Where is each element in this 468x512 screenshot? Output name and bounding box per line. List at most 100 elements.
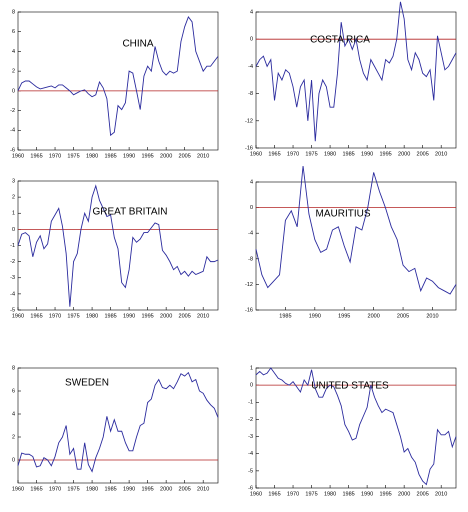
y-tick-label: 4 bbox=[12, 49, 15, 55]
y-tick-label: -1 bbox=[248, 400, 253, 406]
x-tick-label: 1995 bbox=[338, 313, 350, 319]
x-tick-label: 1965 bbox=[268, 491, 280, 497]
y-tick-label: 2 bbox=[12, 434, 15, 440]
y-tick-label: -2 bbox=[10, 259, 15, 265]
y-tick-label: -4 bbox=[248, 231, 253, 237]
x-tick-label: 2010 bbox=[426, 313, 438, 319]
y-tick-label: 3 bbox=[12, 178, 15, 184]
x-tick-label: 2010 bbox=[435, 491, 447, 497]
chart-title: MAURITIUS bbox=[316, 209, 371, 220]
x-tick-label: 1970 bbox=[49, 153, 61, 159]
x-tick-label: 1975 bbox=[305, 491, 317, 497]
data-line bbox=[255, 165, 457, 295]
y-tick-label: -8 bbox=[248, 91, 253, 97]
x-tick-label: 2005 bbox=[397, 313, 409, 319]
x-tick-label: 1985 bbox=[104, 486, 116, 492]
x-tick-label: 1990 bbox=[309, 313, 321, 319]
x-tick-label: 1980 bbox=[86, 486, 98, 492]
x-tick-label: 1990 bbox=[123, 153, 135, 159]
x-tick-label: 2000 bbox=[398, 151, 410, 157]
x-tick-label: 1980 bbox=[324, 151, 336, 157]
y-tick-label: 8 bbox=[12, 9, 15, 15]
x-tick-label: 1985 bbox=[104, 313, 116, 319]
y-tick-label: -16 bbox=[245, 307, 253, 313]
x-tick-label: 2010 bbox=[435, 151, 447, 157]
y-tick-label: 0 bbox=[12, 88, 15, 94]
x-tick-label: 1965 bbox=[268, 151, 280, 157]
chart-title: UNITED STATES bbox=[311, 381, 389, 392]
y-tick-label: -4 bbox=[10, 291, 15, 297]
x-tick-label: 1980 bbox=[86, 153, 98, 159]
x-tick-label: 1990 bbox=[361, 491, 373, 497]
y-tick-label: -2 bbox=[10, 108, 15, 114]
x-tick-label: 1960 bbox=[12, 486, 24, 492]
y-tick-label: 8 bbox=[12, 365, 15, 371]
x-tick-label: 1990 bbox=[123, 313, 135, 319]
x-tick-label: 1990 bbox=[361, 151, 373, 157]
y-tick-label: 2 bbox=[12, 69, 15, 75]
x-tick-label: 1975 bbox=[67, 153, 79, 159]
panel: 0 2 4 6 8 1960 1965 1970 1975 1980 1985 1990 1995 200… bbox=[12, 365, 219, 492]
y-tick-label: -1 bbox=[10, 243, 15, 249]
chart-title: SWEDEN bbox=[65, 378, 109, 389]
y-tick-label: 4 bbox=[250, 9, 253, 15]
x-tick-label: 1960 bbox=[12, 313, 24, 319]
x-tick-label: 1975 bbox=[305, 151, 317, 157]
plot-frame bbox=[17, 11, 219, 151]
plot-frame bbox=[255, 367, 457, 489]
data-line bbox=[255, 367, 457, 486]
y-tick-label: 0 bbox=[12, 227, 15, 233]
x-tick-label: 2000 bbox=[160, 486, 172, 492]
data-line bbox=[17, 16, 219, 137]
chart-title: GREAT BRITAIN bbox=[92, 207, 167, 218]
x-tick-label: 1975 bbox=[67, 313, 79, 319]
x-tick-label: 1970 bbox=[287, 151, 299, 157]
y-tick-label: -12 bbox=[245, 118, 253, 124]
x-tick-label: 2000 bbox=[368, 313, 380, 319]
chart-title: CHINA bbox=[122, 39, 153, 50]
x-tick-label: 1975 bbox=[67, 486, 79, 492]
panel: -5 -4 -3 -2 -1 0 1 2 3 1960 1965 1970 1975 1980 1985 19… bbox=[10, 178, 219, 319]
x-tick-label: 1985 bbox=[342, 491, 354, 497]
x-tick-label: 2005 bbox=[179, 486, 191, 492]
y-tick-label: -12 bbox=[245, 282, 253, 288]
panel: -16 -12 -8 -4 0 4 1985 1990 1995 2000 2005 2010 MAUR… bbox=[245, 165, 457, 319]
x-tick-label: 2005 bbox=[179, 313, 191, 319]
y-tick-label: 6 bbox=[12, 29, 15, 35]
data-line bbox=[17, 184, 219, 307]
plot-frame bbox=[17, 180, 219, 311]
y-tick-label: 4 bbox=[12, 411, 15, 417]
x-tick-label: 1970 bbox=[287, 491, 299, 497]
y-tick-label: -2 bbox=[248, 417, 253, 423]
y-tick-label: -4 bbox=[10, 128, 15, 134]
y-tick-label: 0 bbox=[250, 383, 253, 389]
y-tick-label: -3 bbox=[10, 275, 15, 281]
x-tick-label: 1985 bbox=[279, 313, 291, 319]
x-tick-label: 1985 bbox=[342, 151, 354, 157]
x-tick-label: 1960 bbox=[250, 491, 262, 497]
panel: -6 -5 -4 -3 -2 -1 0 1 1960 1965 1970 1975 1980 1985 19… bbox=[248, 365, 457, 497]
y-tick-label: -5 bbox=[248, 468, 253, 474]
x-tick-label: 1970 bbox=[49, 313, 61, 319]
data-line bbox=[255, 1, 457, 142]
x-tick-label: 1995 bbox=[380, 151, 392, 157]
x-tick-label: 1960 bbox=[12, 153, 24, 159]
plot-frame bbox=[255, 11, 457, 149]
x-tick-label: 1970 bbox=[49, 486, 61, 492]
plot-frame bbox=[255, 181, 457, 311]
x-tick-label: 1965 bbox=[30, 153, 42, 159]
x-tick-label: 1995 bbox=[142, 313, 154, 319]
y-tick-label: -6 bbox=[248, 485, 253, 491]
x-tick-label: 1965 bbox=[30, 313, 42, 319]
panel: -6 -4 -2 0 2 4 6 8 1960 1965 1970 1975 1980 1985 1990 1… bbox=[10, 9, 219, 159]
x-tick-label: 1980 bbox=[86, 313, 98, 319]
x-tick-label: 1995 bbox=[142, 153, 154, 159]
y-tick-label: 0 bbox=[250, 37, 253, 43]
x-tick-label: 2005 bbox=[179, 153, 191, 159]
y-tick-label: 2 bbox=[12, 195, 15, 201]
panel: -16 -12 -8 -4 0 4 1960 1965 1970 1975 1980 1985 1990… bbox=[245, 1, 457, 157]
y-tick-label: -4 bbox=[248, 451, 253, 457]
chart-title: COSTA RICA bbox=[310, 35, 370, 46]
y-tick-label: -8 bbox=[248, 256, 253, 262]
x-tick-label: 1980 bbox=[324, 491, 336, 497]
